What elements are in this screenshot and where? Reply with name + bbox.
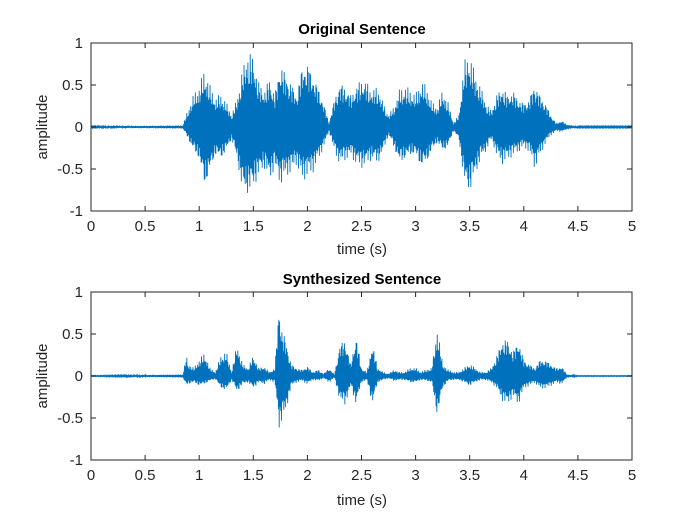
original-ytick-label: 0.5: [62, 77, 83, 94]
synthesized-waveform-series: [90, 319, 633, 428]
original-xtick-label: 3: [411, 218, 419, 235]
synthesized-ytick-label: 0.5: [62, 326, 83, 343]
original-xtick-label: 1: [195, 218, 203, 235]
synthesized-xtick-label: 4.5: [567, 467, 588, 484]
original-xtick-label: 4: [520, 218, 528, 235]
synthesized-ytick-label: 1: [75, 284, 83, 301]
original-ylabel: amplitude: [34, 94, 51, 159]
synthesized-xtick-label: 4: [520, 467, 528, 484]
synthesized-ytick-label: -0.5: [57, 410, 83, 427]
synthesized-sentence-axes: Synthesized Sentence time (s) amplitude …: [34, 271, 636, 509]
synthesized-xtick-label: 1.5: [243, 467, 264, 484]
synthesized-xlabel: time (s): [337, 492, 387, 509]
synthesized-ytick-label: 0: [75, 368, 83, 385]
synthesized-ylabel: amplitude: [34, 343, 51, 408]
synthesized-xtick-label: 1: [195, 467, 203, 484]
original-ytick-label: -1: [70, 203, 83, 220]
synthesized-xtick-label: 5: [628, 467, 636, 484]
synthesized-xtick-label: 2.5: [351, 467, 372, 484]
original-xtick-label: 2.5: [351, 218, 372, 235]
original-ytick-label: 1: [75, 35, 83, 52]
original-waveform-series: [90, 54, 633, 193]
synthesized-xtick-label: 3.5: [459, 467, 480, 484]
original-xtick-label: 5: [628, 218, 636, 235]
original-ytick-label: -0.5: [57, 161, 83, 178]
synthesized-xtick-label: 0.5: [135, 467, 156, 484]
original-sentence-title: Original Sentence: [298, 21, 426, 38]
original-xtick-label: 1.5: [243, 218, 264, 235]
synthesized-ytick-label: -1: [70, 452, 83, 469]
original-xtick-label: 2: [303, 218, 311, 235]
synthesized-sentence-title: Synthesized Sentence: [283, 271, 441, 288]
original-xtick-label: 3.5: [459, 218, 480, 235]
synthesized-xtick-label: 2: [303, 467, 311, 484]
original-xtick-label: 4.5: [567, 218, 588, 235]
synthesized-xtick-label: 3: [411, 467, 419, 484]
original-xtick-label: 0: [87, 218, 95, 235]
synthesized-xtick-label: 0: [87, 467, 95, 484]
original-xlabel: time (s): [337, 241, 387, 258]
original-ytick-label: 0: [75, 119, 83, 136]
original-sentence-axes: Original Sentence time (s) amplitude 0 0.…: [34, 21, 636, 258]
original-xtick-label: 0.5: [135, 218, 156, 235]
